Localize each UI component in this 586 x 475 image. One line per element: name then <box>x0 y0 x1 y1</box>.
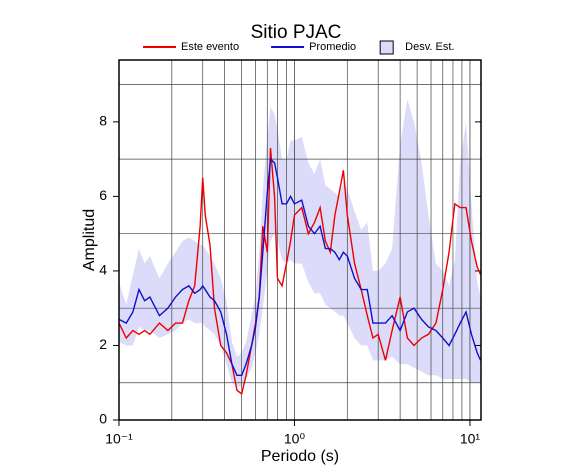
y-tick-label: 2 <box>99 336 107 352</box>
legend-label: Este evento <box>181 41 239 53</box>
legend-swatch <box>379 40 394 55</box>
x-tick-label: 10⁻¹ <box>105 431 133 447</box>
y-axis-label: Amplitud <box>81 209 98 271</box>
y-tick-label: 6 <box>99 187 107 203</box>
x-tick-label: 10¹ <box>460 431 481 447</box>
chart-title: Sitio PJAC <box>251 22 342 43</box>
legend-label: Promedio <box>309 41 356 53</box>
std-band <box>119 99 481 387</box>
y-tick-label: 8 <box>99 113 107 129</box>
series-line <box>118 157 482 376</box>
plot-frame <box>118 59 482 421</box>
x-tick-label: 10⁰ <box>284 431 306 447</box>
y-tick-label: 4 <box>99 262 107 278</box>
y-tick-label: 0 <box>99 411 107 427</box>
series-line <box>118 147 482 396</box>
legend-label: Desv. Est. <box>405 41 454 53</box>
x-axis-label: Periodo (s) <box>261 448 339 465</box>
